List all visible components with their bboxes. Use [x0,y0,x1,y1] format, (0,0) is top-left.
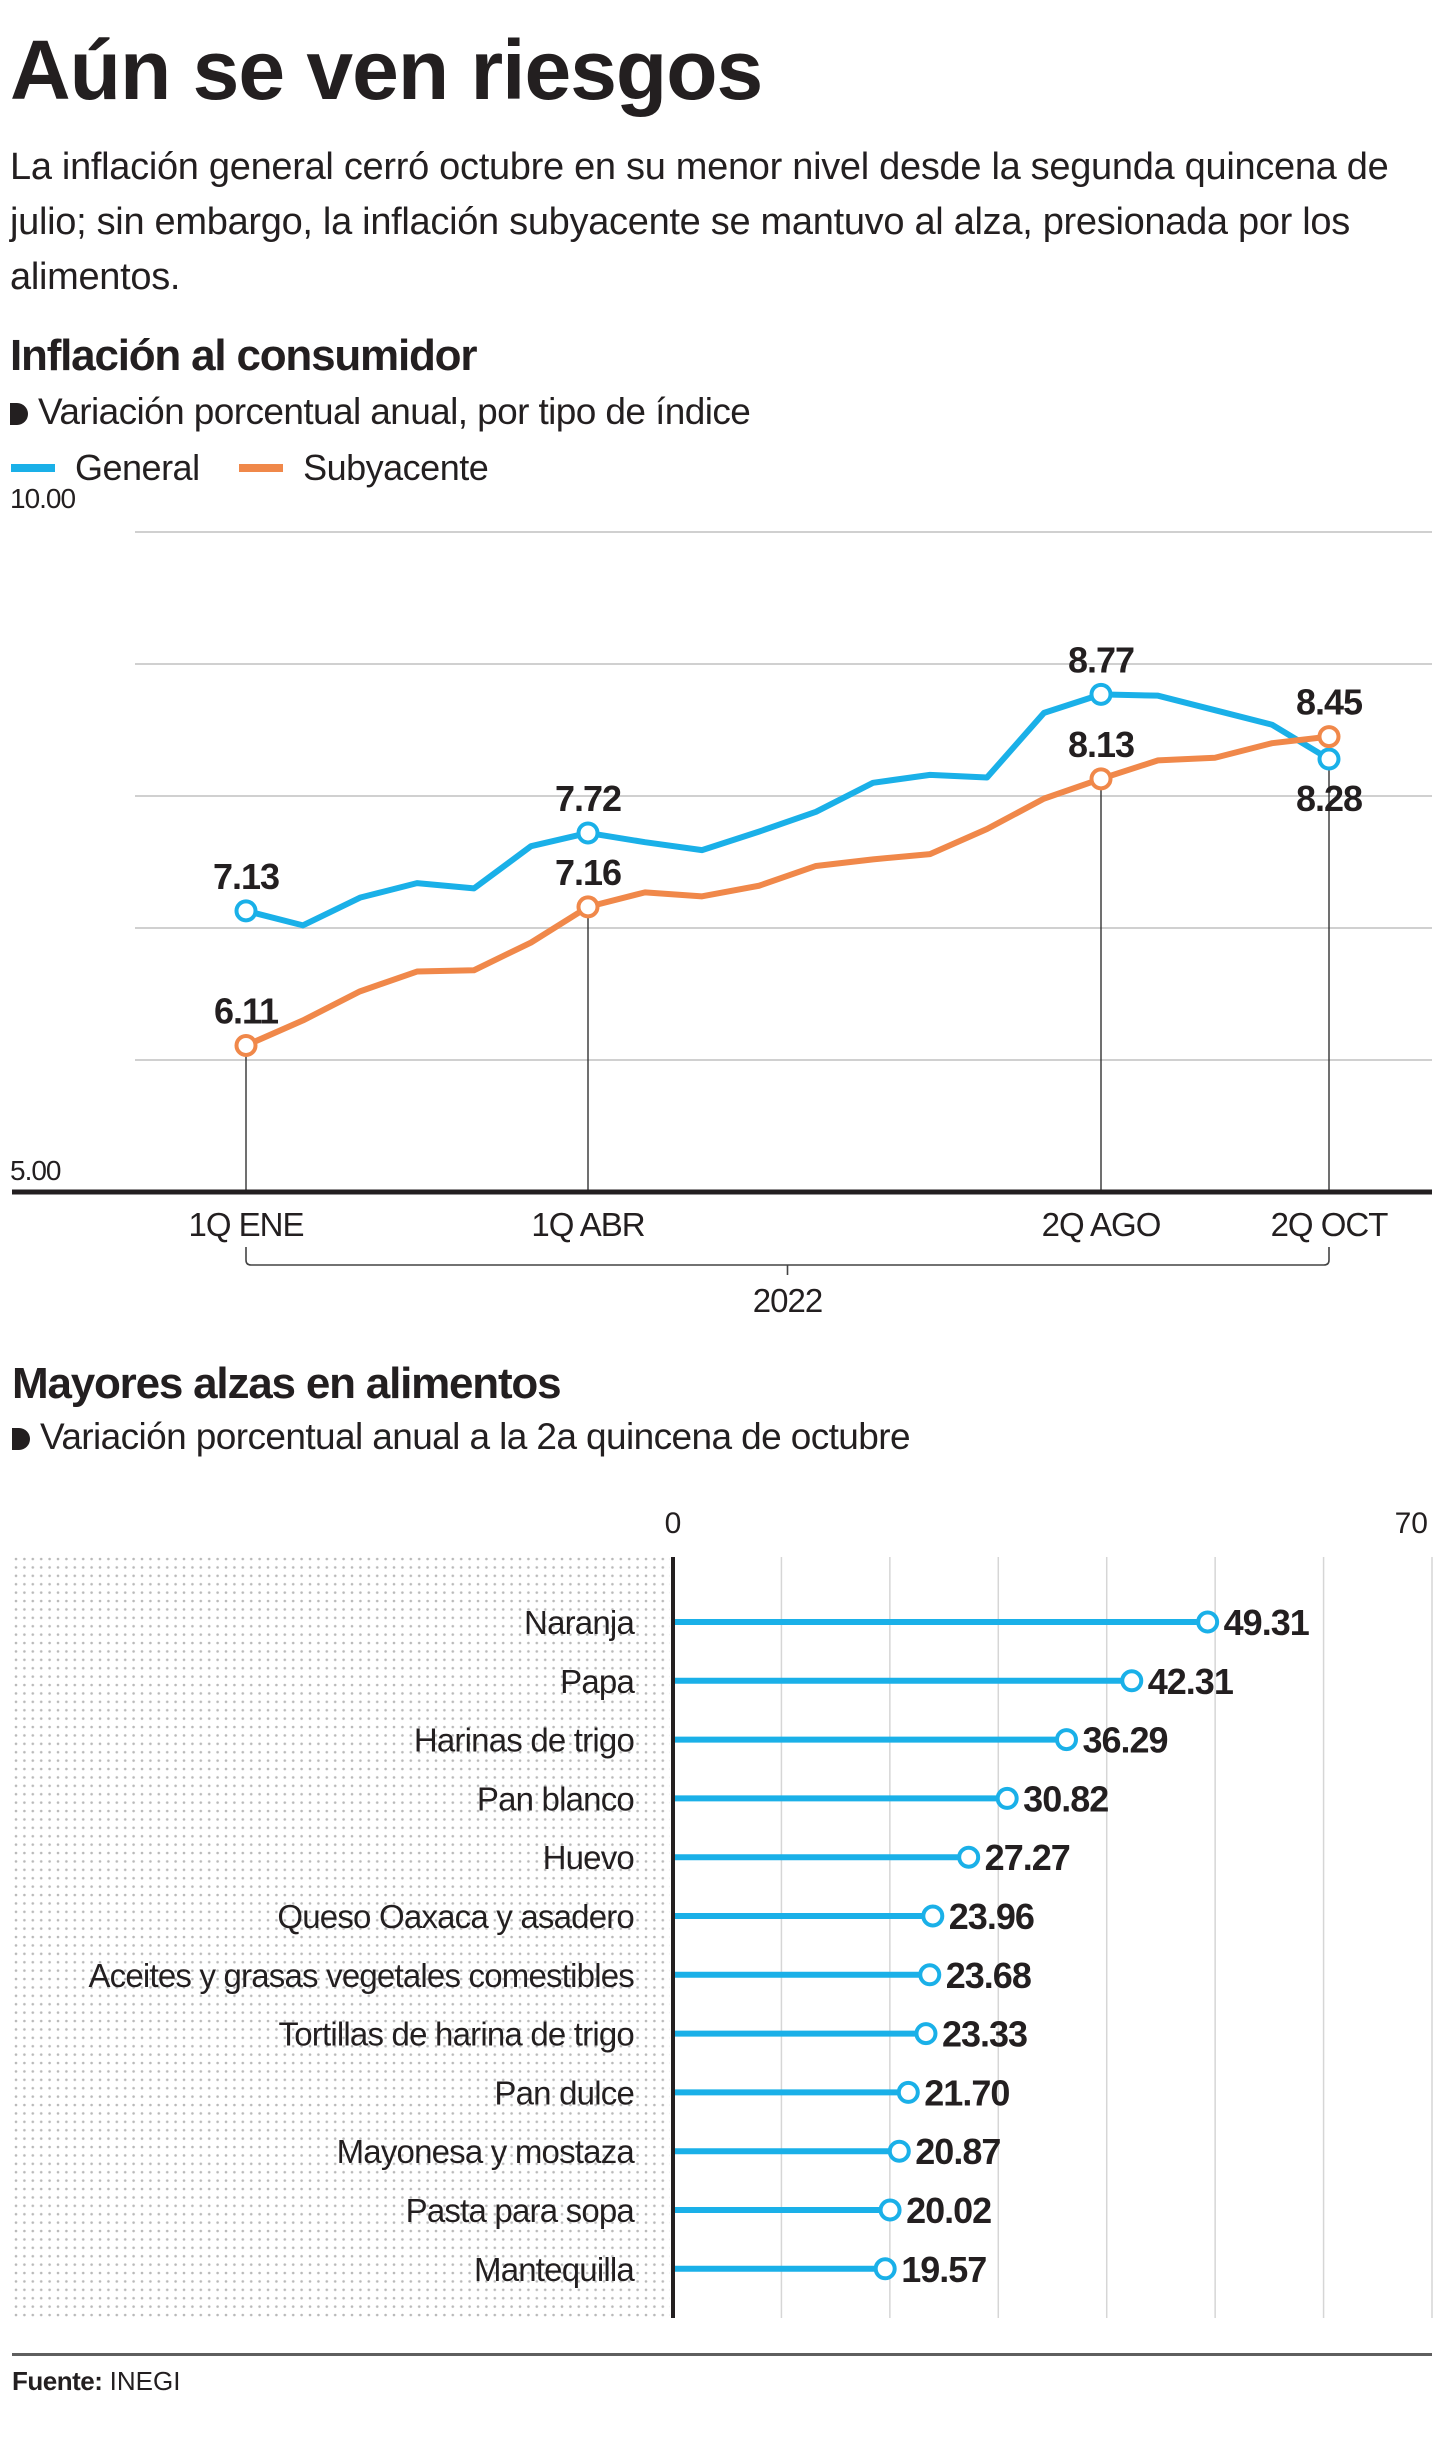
legend-swatch-subyacente [239,464,284,472]
data-label: 6.11 [214,990,279,1031]
value-label: 21.70 [924,2072,1009,2113]
footer-divider [12,2353,1432,2356]
line-chart: 5.00 10.00 1Q ENE 1Q ABR 2Q AGO 2Q OCT 2022 7… [10,483,1432,1319]
bar-marker [1196,1610,1220,1634]
line-chart-subtitle-text: Variación porcentual anual, por tipo de … [38,391,751,432]
data-point-marker [1089,767,1113,791]
bar-chart-subtitle: Variación porcentual anual a la 2a quinc… [12,1416,911,1457]
bar-marker [921,1904,945,1928]
bar-marker [878,2198,902,2222]
data-point-marker [1317,725,1341,749]
headline: Aún se ven riesgos [10,23,763,117]
x-tick-label: 70 [1395,1507,1428,1540]
data-point-marker [1317,747,1341,771]
bar-chart-subtitle-text: Variación porcentual anual a la 2a quinc… [40,1416,911,1457]
legend-item-general: General [11,450,200,486]
source-value: INEGI [109,2366,181,2396]
category-label: Queso Oaxaca y asadero [277,1898,634,1935]
value-label: 23.96 [949,1896,1034,1937]
category-label: Naranja [524,1604,635,1641]
data-point-marker [1089,682,1113,706]
data-label: 7.72 [555,778,621,819]
category-label: Mayonesa y mostaza [337,2133,636,2170]
category-label: Huevo [543,1839,634,1876]
x-tick-label: 2Q OCT [1271,1206,1389,1243]
bar-marker [995,1786,1019,1810]
data-label: 8.77 [1068,639,1134,680]
bar-marker [957,1845,981,1869]
category-label: Aceites y grasas vegetales comestibles [88,1957,634,1994]
source-label: Fuente: [12,2366,103,2396]
line-chart-title: Inflación al consumidor [10,331,477,380]
legend: General Subyacente [11,442,518,486]
x-tick-label: 1Q ENE [188,1206,303,1243]
category-label: Tortillas de harina de trigo [279,2016,634,2053]
series-line-subyacente [244,733,1330,1049]
value-label: 27.27 [985,1837,1070,1878]
y-tick-label: 5.00 [10,1155,61,1186]
data-label: 8.13 [1068,724,1134,765]
bar-marker [896,2080,920,2104]
bar-marker [887,2139,911,2163]
bar-marker [873,2257,897,2281]
data-label: 7.16 [555,852,621,893]
data-point-marker [576,821,600,845]
data-label: 8.28 [1296,778,1362,819]
bullet-icon [10,403,28,425]
data-point-marker [234,899,258,923]
data-point-marker [576,895,600,919]
dotted-label-background [10,1553,670,2317]
value-label: 30.82 [1023,1778,1108,1819]
legend-label-subyacente: Subyacente [303,447,489,488]
legend-label-general: General [75,447,200,488]
year-bracket [245,1247,1330,1275]
series-line-general [245,691,1331,929]
value-label: 20.02 [906,2190,991,2231]
bar-marker [1120,1669,1144,1693]
category-label: Mantequilla [474,2251,635,2288]
data-label: 8.45 [1296,682,1363,723]
value-label: 36.29 [1082,1720,1167,1761]
bar-chart-title: Mayores alzas en alimentos [12,1359,562,1408]
bar-marker [918,1963,942,1987]
legend-swatch-general [11,464,55,472]
value-label: 19.57 [901,2249,986,2290]
x-tick-label: 0 [665,1507,682,1540]
source-note: Fuente: INEGI [12,2368,180,2394]
dek-paragraph: La inflación general cerró octubre en su… [10,146,1389,298]
category-label: Pasta para sopa [406,2192,636,2229]
value-label: 49.31 [1224,1602,1310,1643]
value-label: 20.87 [915,2131,1000,2172]
category-label: Pan blanco [477,1780,634,1817]
data-point-marker [234,1033,258,1057]
bar-marker [914,2022,938,2046]
value-label: 23.68 [946,1955,1031,1996]
x-axis-year-label: 2022 [753,1282,822,1319]
legend-item-subyacente: Subyacente [239,447,489,488]
y-tick-label: 10.00 [10,483,75,514]
x-tick-label: 2Q AGO [1042,1206,1161,1243]
bar-marker [1054,1728,1078,1752]
line-chart-subtitle: Variación porcentual anual, por tipo de … [10,391,751,432]
bullet-icon [12,1428,30,1450]
value-label: 42.31 [1148,1661,1234,1702]
category-label: Pan dulce [494,2074,634,2111]
data-label: 7.13 [213,856,279,897]
x-tick-label: 1Q ABR [531,1206,644,1243]
category-label: Papa [560,1663,635,1700]
value-label: 23.33 [942,2014,1027,2055]
category-label: Harinas de trigo [414,1722,634,1759]
